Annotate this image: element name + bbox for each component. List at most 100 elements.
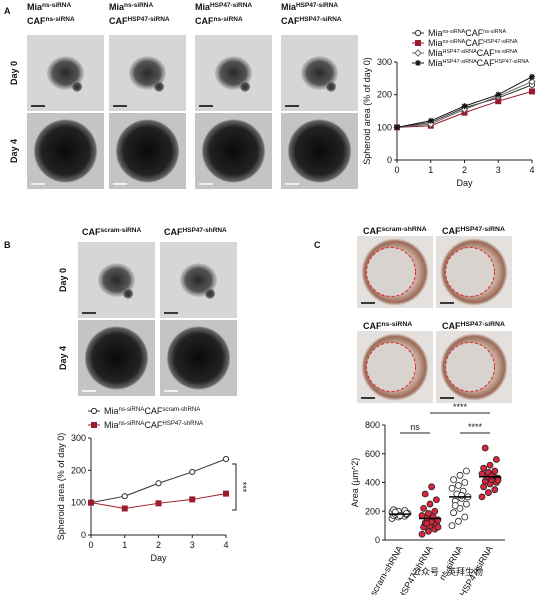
- y-tick-label: 600: [365, 449, 380, 459]
- image-label: CAFscram-shRNA: [363, 226, 427, 237]
- x-tick-label: scram-shRNA: [368, 544, 405, 595]
- legend-marker: [90, 407, 98, 415]
- marker: [155, 480, 162, 487]
- data-point: [428, 483, 436, 491]
- y-tick-label: 0: [375, 535, 380, 545]
- significance-bracket: [232, 463, 237, 511]
- y-tick-label: 100: [377, 122, 392, 132]
- marker: [189, 468, 196, 476]
- marker: [223, 490, 229, 497]
- legend-marker: [414, 49, 422, 57]
- column-header: CAFscram-siRNA: [82, 227, 141, 238]
- data-point: [418, 512, 426, 519]
- spheroid: [301, 56, 338, 90]
- significance: ns: [410, 422, 420, 432]
- x-tick-label: 4: [529, 165, 534, 175]
- data-point: [448, 522, 456, 530]
- marker: [155, 500, 162, 507]
- spheroid: [201, 119, 266, 183]
- spheroid: [33, 119, 98, 183]
- data-point: [450, 476, 458, 484]
- column-header: Mians-siRNA: [109, 2, 153, 13]
- data-point: [431, 507, 439, 515]
- legend-marker: [415, 40, 421, 46]
- marker: [189, 496, 196, 503]
- legend-marker: [415, 60, 421, 66]
- data-point: [423, 520, 431, 527]
- data-point: [424, 527, 432, 535]
- data-point: [432, 496, 440, 504]
- data-point: [481, 444, 489, 452]
- y-axis-label: Spheroid area (% of day 0): [362, 57, 372, 165]
- column-header: CAFHSP47-siRNA: [281, 16, 342, 27]
- x-axis-label: Day: [150, 553, 167, 563]
- marker: [495, 91, 502, 98]
- significance: *: [529, 76, 533, 86]
- marker: [88, 499, 94, 506]
- data-point: [424, 510, 432, 517]
- y-tick-label: 300: [71, 433, 86, 443]
- row-label: Day 4: [9, 139, 19, 163]
- data-point: [450, 509, 458, 517]
- data-point: [491, 467, 499, 475]
- column-header: MiaHSP47-siRNA: [281, 2, 338, 13]
- spheroid-bud: [325, 81, 337, 93]
- x-tick-label: 4: [223, 540, 228, 550]
- legend-label: MiaHSP47-siRNACAFHSP47-siRNA: [428, 58, 529, 68]
- y-tick-label: 0: [81, 530, 86, 540]
- marker: [427, 117, 434, 124]
- image-label: CAFns-siRNA: [363, 321, 412, 332]
- spheroid-outline: [445, 247, 495, 297]
- image-label: CAFHSP47-siRNA: [442, 226, 505, 237]
- x-tick-label: 3: [496, 165, 501, 175]
- data-point: [462, 467, 470, 475]
- data-point: [480, 483, 488, 491]
- data-point: [454, 481, 462, 489]
- column-header: MiaHSP47-siRNA: [195, 2, 252, 13]
- spheroid: [180, 263, 217, 297]
- data-point: [420, 504, 428, 512]
- y-axis-label: Spheroid area (% of day 0): [56, 433, 66, 541]
- column-header: CAFns-siRNA: [195, 16, 243, 27]
- significance: ****: [468, 422, 483, 432]
- column-header: CAFHSP47-siRNA: [109, 16, 170, 27]
- data-point: [451, 502, 459, 509]
- data-point: [456, 471, 464, 479]
- y-tick-label: 200: [71, 465, 86, 475]
- data-point: [454, 517, 462, 525]
- image-label: CAFHSP47-siRNA: [442, 321, 505, 332]
- legend-label: Mians-siRNACAFHSP47-shRNA: [104, 420, 204, 431]
- marker: [121, 493, 128, 500]
- data-point: [486, 461, 494, 469]
- data-point: [434, 523, 442, 531]
- spheroid-bud: [239, 81, 251, 93]
- x-tick-label: 0: [88, 540, 93, 550]
- data-point: [461, 479, 469, 486]
- marker: [529, 73, 535, 80]
- spheroid-bud: [122, 288, 134, 300]
- column-header: CAFHSP47-shRNA: [164, 227, 227, 238]
- panel-label: A: [4, 6, 11, 16]
- data-point: [494, 476, 502, 484]
- row-label: Day 0: [58, 268, 68, 292]
- spheroid: [166, 326, 231, 390]
- spheroid-bud: [153, 81, 165, 93]
- legend-label: Mians-siRNACAFns-siRNA: [428, 28, 506, 38]
- spheroid: [115, 119, 180, 183]
- marker: [528, 77, 536, 86]
- data-point: [426, 500, 434, 508]
- marker: [394, 124, 400, 131]
- marker: [461, 103, 468, 110]
- data-point: [461, 513, 469, 521]
- data-point: [462, 500, 470, 508]
- y-tick-label: 0: [387, 155, 392, 165]
- spheroid-bud: [71, 81, 83, 93]
- panel-label: B: [4, 240, 11, 250]
- legend-label: MiaHSP47-siRNACAFns-siRNA: [428, 48, 518, 58]
- series-line: [396, 76, 533, 128]
- x-tick-label: 0: [394, 165, 399, 175]
- spheroid: [47, 56, 84, 90]
- panel-label: C: [314, 240, 321, 250]
- data-point: [492, 456, 500, 463]
- data-point: [421, 490, 429, 498]
